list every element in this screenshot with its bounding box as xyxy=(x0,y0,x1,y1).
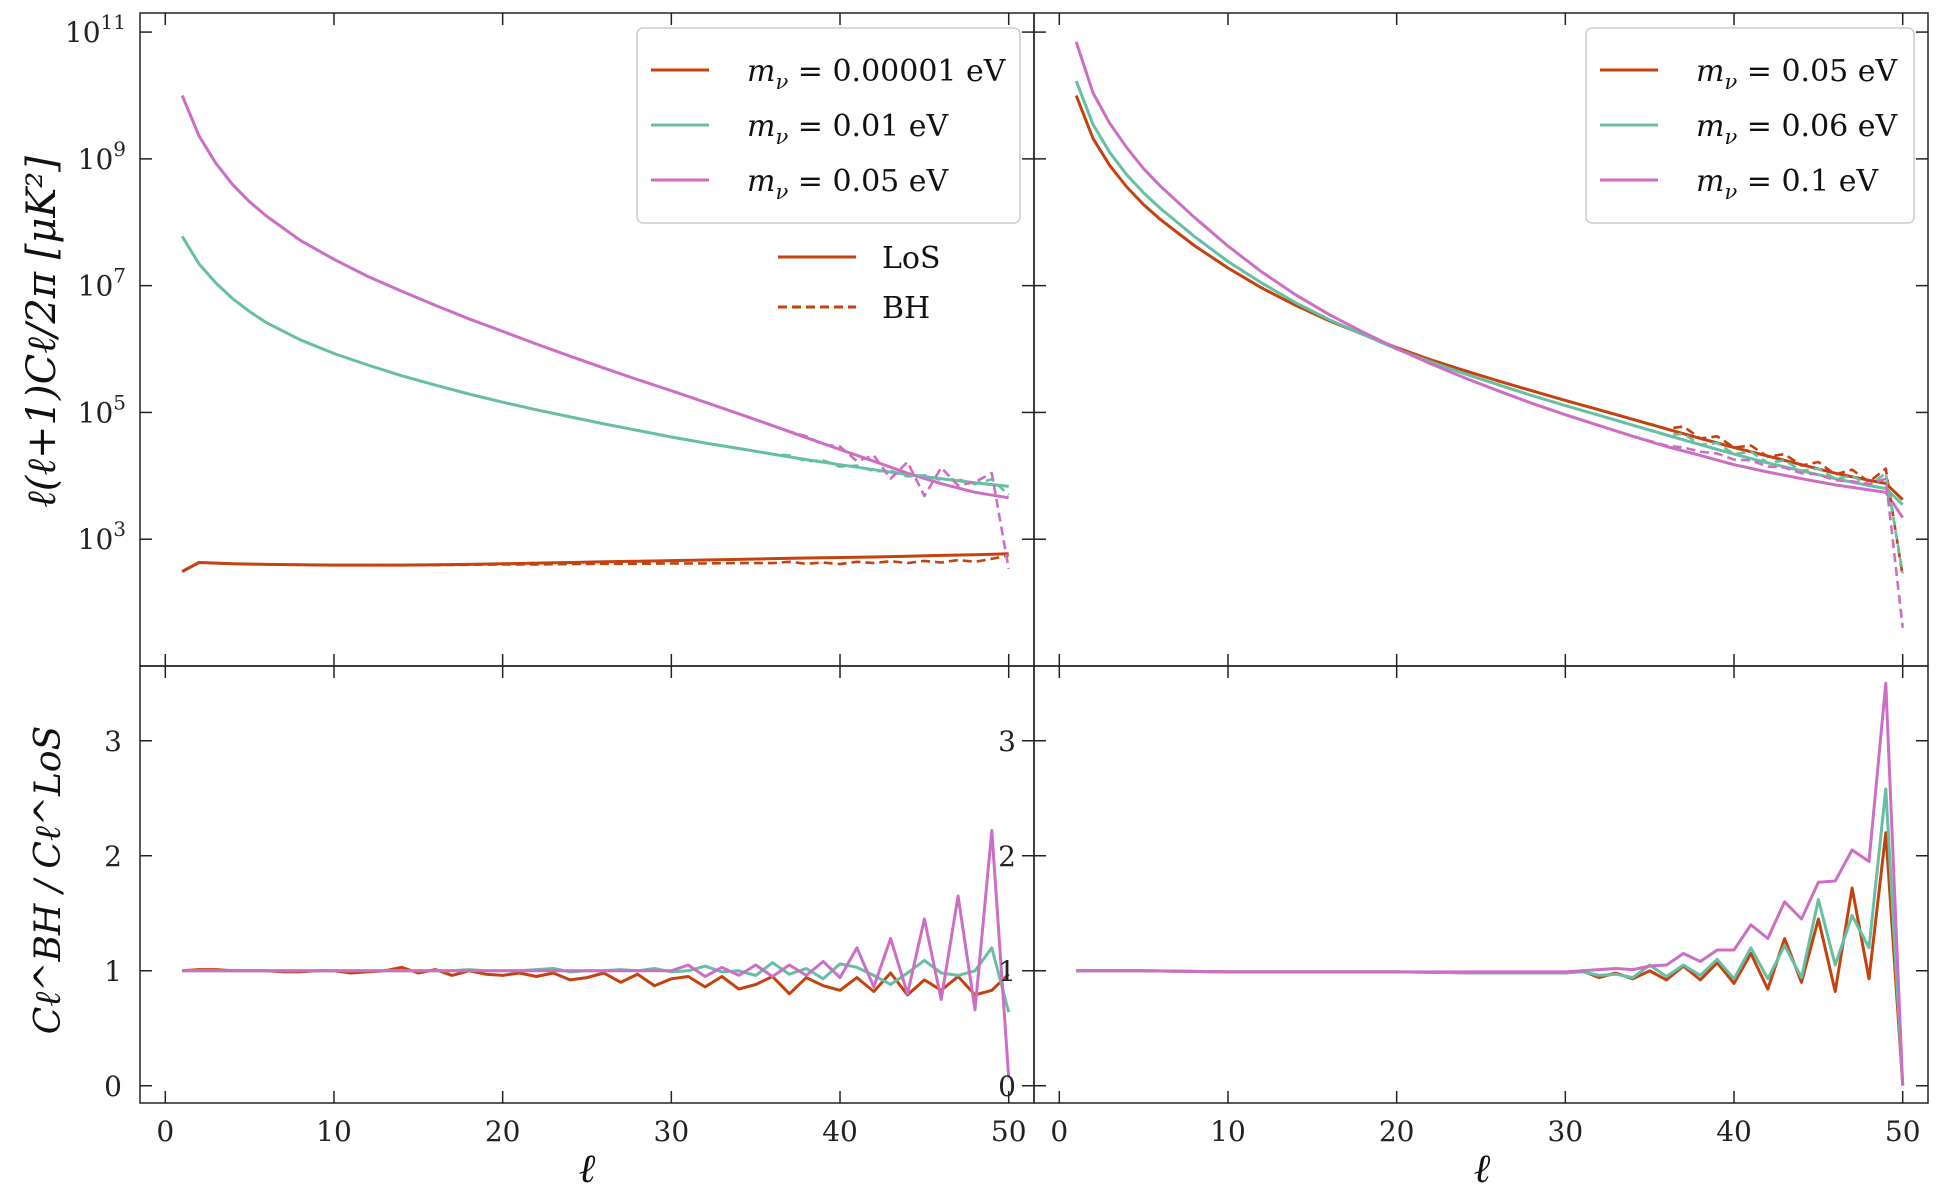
series-line-teal xyxy=(1076,787,1905,1085)
legend-entry-label: mν = 0.05 eV xyxy=(1696,54,1899,94)
x-tick-label: 40 xyxy=(1716,1115,1752,1148)
legend-box xyxy=(636,27,1021,224)
x-axis-label-left: ℓ xyxy=(579,1146,596,1192)
series-group xyxy=(1074,41,1904,628)
y-tick-label: 1 xyxy=(104,955,122,988)
x-tick-label: 30 xyxy=(654,1115,690,1148)
series-line-teal xyxy=(180,235,1009,488)
x-axis-label-right: ℓ xyxy=(1474,1146,1491,1192)
bh-series-line-teal xyxy=(671,435,1010,496)
legend-entry-label: mν = 0.00001 eV xyxy=(747,54,1007,94)
y-tick-label: 1 xyxy=(998,955,1016,988)
x-tick-label: 30 xyxy=(1548,1115,1584,1148)
style-legend-label: LoS xyxy=(882,241,941,276)
legend-entry-label: mν = 0.06 eV xyxy=(1696,109,1899,149)
y-tick-label: 2 xyxy=(998,840,1016,873)
legend-entry-label: mν = 0.05 eV xyxy=(747,164,950,204)
x-tick-label: 10 xyxy=(1210,1115,1246,1148)
bh-series-line-red xyxy=(181,553,1009,573)
legend-entry-label: mν = 0.1 eV xyxy=(1696,164,1879,204)
legend-entry-label: mν = 0.01 eV xyxy=(747,109,950,149)
legend-box xyxy=(1585,27,1915,224)
y-axis-label-top: ℓ(ℓ+1)Cℓ/2π [μK²] xyxy=(19,156,65,508)
series-group xyxy=(180,94,1010,573)
y-tick-label: 3 xyxy=(998,725,1016,758)
y-tick-label: 2 xyxy=(104,840,122,873)
panel-bottom-right: 0 10 20 30 40 50 0 1 2 3 xyxy=(998,665,1929,1148)
y-tick-label: 105 xyxy=(78,390,126,429)
x-tick-label: 0 xyxy=(156,1115,174,1148)
series-line-pink xyxy=(1074,41,1904,519)
series-line-pink xyxy=(182,829,1011,1078)
x-tick-label: 50 xyxy=(991,1115,1027,1148)
y-axis-label-bottom: Cℓ^BH / Cℓ^LoS xyxy=(28,726,69,1035)
y-tick-label: 0 xyxy=(998,1070,1016,1103)
legend: mν = 0.00001 eV mν = 0.01 eV mν = 0.05 eV xyxy=(636,27,1021,224)
y-tick-label: 107 xyxy=(78,264,126,303)
style-legend: LoS BH xyxy=(778,241,941,326)
series-line-red xyxy=(1074,94,1904,501)
series-group xyxy=(182,829,1011,1078)
bh-series-line-pink xyxy=(772,424,1010,570)
y-tick-label: 109 xyxy=(78,137,126,176)
bh-series-line-red xyxy=(1564,399,1904,577)
y-tick-label: 3 xyxy=(104,725,122,758)
series-line-red xyxy=(181,552,1009,573)
panel-frame xyxy=(1033,665,1929,1104)
x-tick-label: 20 xyxy=(485,1115,521,1148)
x-tick-label: 40 xyxy=(822,1115,858,1148)
bh-series-line-teal xyxy=(1564,404,1904,574)
series-line-pink xyxy=(1076,681,1905,1086)
y-tick-label: 103 xyxy=(78,517,126,556)
panel-frame xyxy=(139,665,1035,1104)
x-tick-label: 20 xyxy=(1379,1115,1415,1148)
bh-series-line-pink xyxy=(1564,413,1904,628)
legend: mν = 0.05 eV mν = 0.06 eV mν = 0.1 eV xyxy=(1585,27,1915,224)
series-line-teal xyxy=(1074,80,1904,506)
x-tick-label: 0 xyxy=(1050,1115,1068,1148)
panel-top-left: 103 105 107 109 1011 mν = 0.00001 eV mν = 0.01… xyxy=(65,10,1035,667)
y-tick-label: 0 xyxy=(104,1070,122,1103)
style-legend-label: BH xyxy=(882,291,930,326)
x-tick-label: 50 xyxy=(1885,1115,1921,1148)
series-group xyxy=(1076,681,1905,1086)
y-tick-label: 1011 xyxy=(65,10,126,49)
x-tick-label: 10 xyxy=(316,1115,352,1148)
series-line-pink xyxy=(180,94,1009,500)
panel-top-right: mν = 0.05 eV mν = 0.06 eV mν = 0.1 eV xyxy=(1033,12,1929,667)
